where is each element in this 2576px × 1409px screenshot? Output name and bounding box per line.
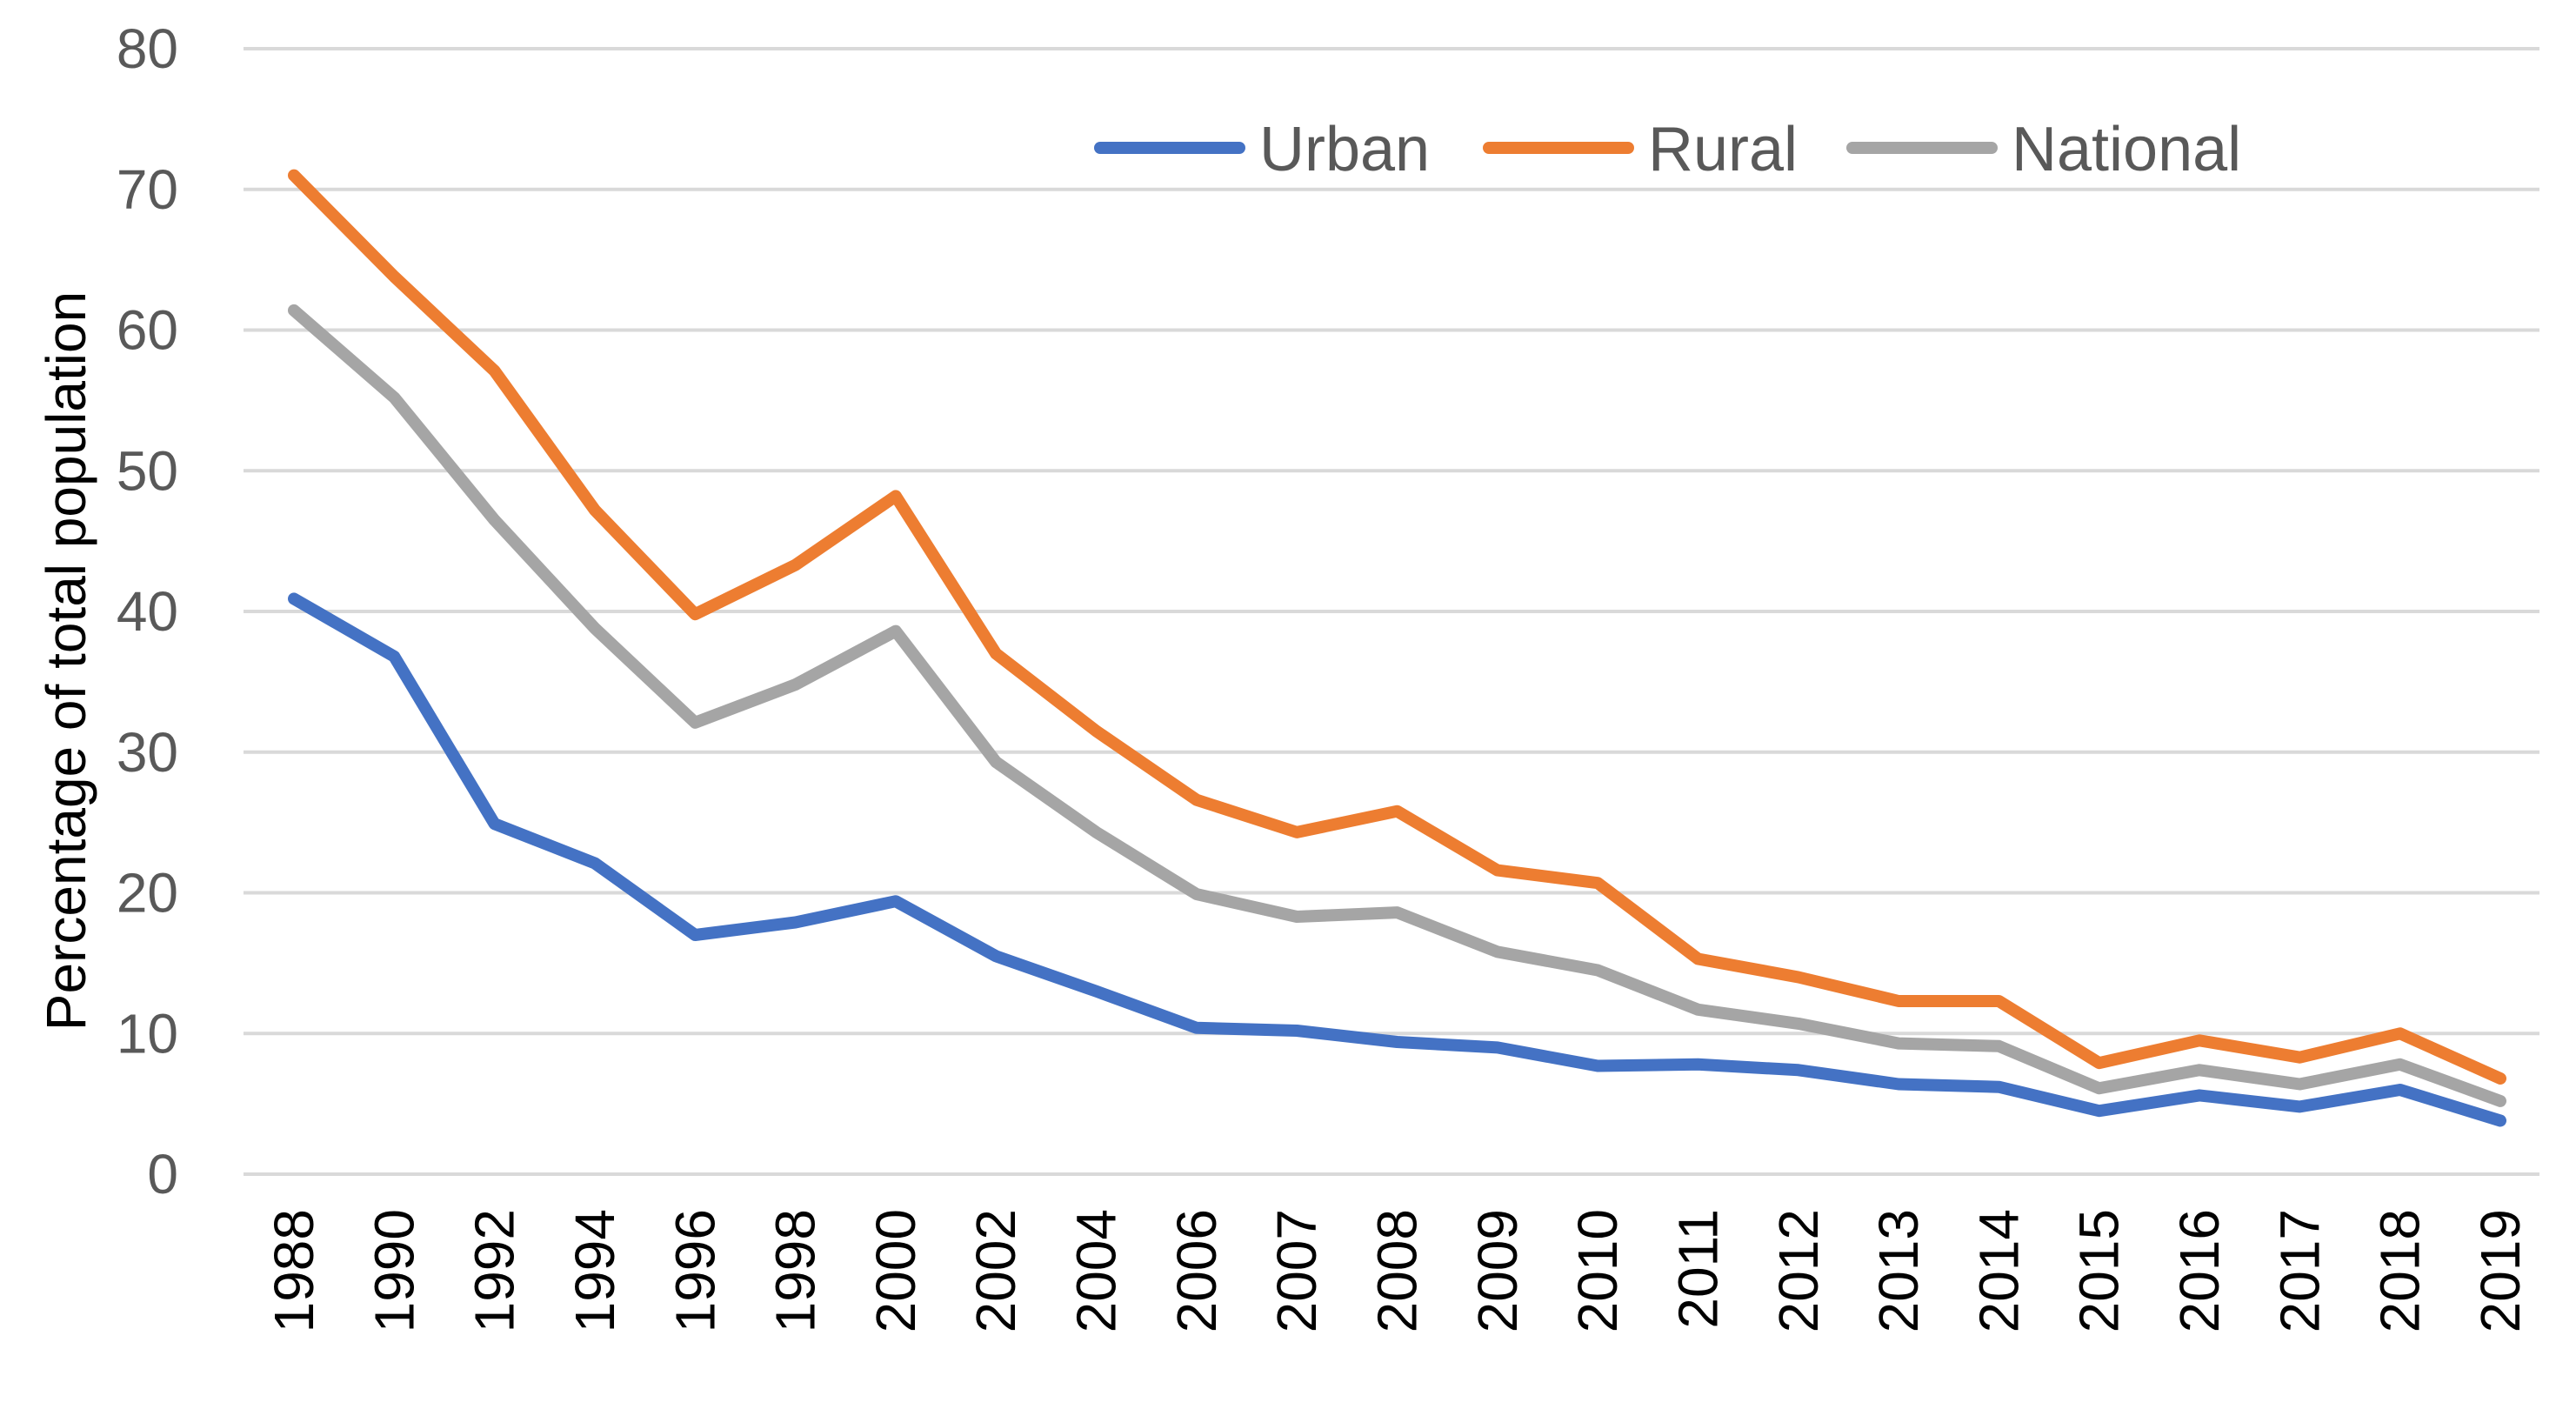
x-tick-label: 2004: [1065, 1209, 1128, 1332]
y-tick-label: 40: [117, 580, 178, 643]
x-tick-label: 2013: [1867, 1209, 1930, 1332]
legend-label-national: National: [2012, 115, 2241, 184]
y-tick-label: 20: [117, 862, 178, 925]
x-tick-label: 2009: [1466, 1209, 1529, 1332]
x-tick-label: 2018: [2369, 1209, 2432, 1332]
y-tick-label: 70: [117, 158, 178, 221]
x-tick-label: 2017: [2268, 1209, 2331, 1332]
x-tick-label: 2011: [1666, 1209, 1729, 1329]
y-tick-label: 30: [117, 721, 178, 784]
gridlines: [244, 47, 2539, 1176]
x-tick-label: 1990: [363, 1209, 425, 1332]
y-axis-label: Percentage of total population: [35, 291, 97, 1031]
x-tick-label: 2008: [1366, 1209, 1429, 1332]
legend-label-urban: Urban: [1259, 115, 1430, 184]
y-tick-label: 50: [117, 439, 178, 502]
x-tick-label: 2014: [1967, 1209, 2030, 1332]
series-line-rural: [288, 169, 2506, 1085]
x-tick-label: 2015: [2068, 1209, 2131, 1332]
x-tick-label: 2002: [964, 1209, 1027, 1332]
x-tick-label: 1988: [263, 1209, 325, 1332]
x-tick-label: 2000: [864, 1209, 927, 1332]
x-tick-label: 1996: [664, 1209, 726, 1332]
series-lines: [288, 169, 2506, 1127]
x-tick-label: 2019: [2469, 1209, 2532, 1332]
x-tick-label: 2006: [1165, 1209, 1228, 1332]
y-tick-label: 0: [147, 1143, 178, 1205]
series-line-urban: [288, 592, 2506, 1127]
x-tick-label: 2010: [1566, 1209, 1629, 1332]
x-tick-label: 1992: [464, 1209, 526, 1332]
legend: Urban Rural National: [1094, 115, 2241, 184]
series-line-national: [288, 304, 2506, 1107]
y-tick-label: 60: [117, 299, 178, 362]
x-tick-label: 2016: [2168, 1209, 2231, 1332]
y-tick-label: 80: [117, 17, 178, 80]
x-tick-label: 1994: [564, 1209, 626, 1332]
x-axis-ticks: 1988 1990 1992 1994 1996 1998 2000 2002 2004 2006…: [263, 1209, 2532, 1332]
y-axis-ticks: 0 10 20 30 40 50 60 70 80: [117, 17, 178, 1205]
x-tick-label: 1998: [764, 1209, 827, 1332]
x-tick-label: 2012: [1767, 1209, 1830, 1332]
x-tick-label: 2007: [1265, 1209, 1328, 1332]
legend-label-rural: Rural: [1648, 115, 1798, 184]
y-tick-label: 10: [117, 1002, 178, 1065]
